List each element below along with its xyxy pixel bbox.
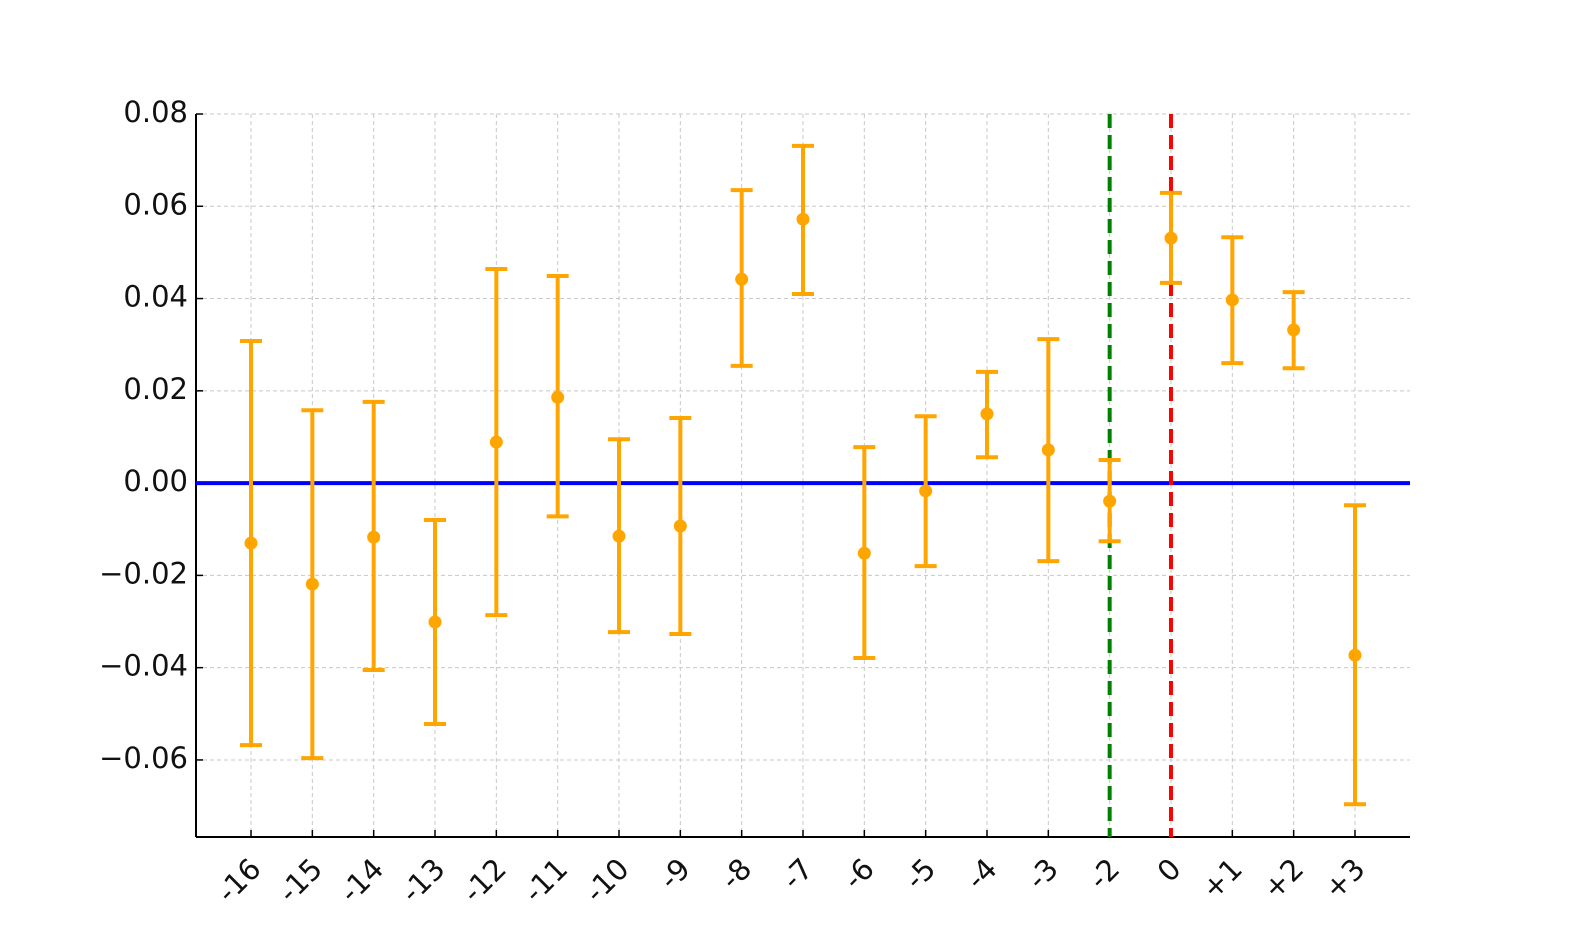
x-tick-label: -12 (455, 852, 513, 910)
point (305, 577, 319, 591)
x-tick-label: -3 (1020, 852, 1064, 896)
x-tick-label: -7 (775, 852, 819, 896)
y-tick-label: −0.04 (99, 649, 188, 683)
point (1103, 494, 1117, 508)
x-tick-label: -14 (333, 852, 391, 910)
y-tick-label: 0.08 (123, 95, 188, 129)
point (857, 546, 871, 560)
point (980, 407, 994, 421)
x-tick-label: +2 (1256, 852, 1310, 906)
point (673, 519, 687, 533)
point (1164, 231, 1178, 245)
point (1225, 293, 1239, 307)
x-tick-label: -6 (836, 852, 880, 896)
x-tick-label: -8 (714, 852, 758, 896)
x-tick-label: 0 (1151, 852, 1188, 889)
point (1041, 443, 1055, 457)
point (551, 390, 565, 404)
point (244, 536, 258, 550)
x-tick-label: -13 (394, 852, 452, 910)
point (735, 272, 749, 286)
y-tick-label: 0.00 (123, 464, 188, 498)
point (1348, 648, 1362, 662)
x-tick-label: -16 (210, 852, 268, 910)
x-tick-label: -5 (898, 852, 942, 896)
point (1287, 323, 1301, 337)
point (489, 435, 503, 449)
x-tick-label: -9 (652, 852, 696, 896)
point (612, 529, 626, 543)
point (367, 530, 381, 544)
y-tick-label: 0.06 (123, 187, 188, 221)
y-tick-label: 0.02 (123, 372, 188, 406)
y-tick-label: −0.02 (99, 556, 188, 590)
x-tick-label: -15 (271, 852, 329, 910)
point (796, 212, 810, 226)
point (428, 615, 442, 629)
y-tick-label: −0.06 (99, 741, 188, 775)
x-tick-label: -10 (578, 852, 636, 910)
x-tick-label: +1 (1195, 852, 1249, 906)
point (919, 484, 933, 498)
y-tick-label: 0.04 (123, 280, 188, 314)
x-tick-label: +3 (1317, 852, 1371, 906)
x-tick-label: -11 (517, 852, 575, 910)
x-tick-label: -2 (1082, 852, 1126, 896)
x-tick-label: -4 (959, 852, 1003, 896)
